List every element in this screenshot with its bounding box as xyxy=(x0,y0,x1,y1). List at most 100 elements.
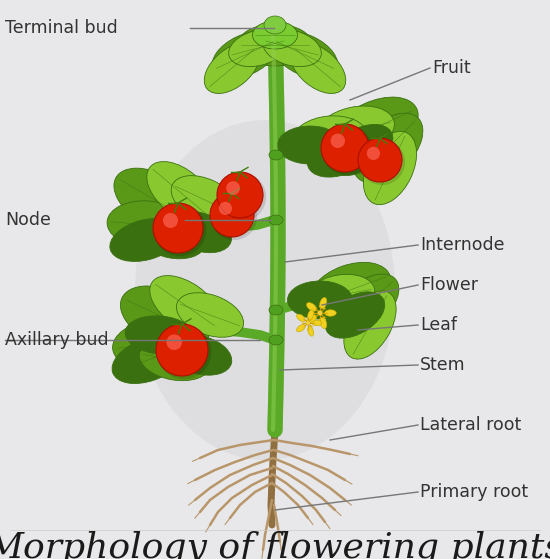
Circle shape xyxy=(324,307,326,309)
Circle shape xyxy=(312,312,315,314)
Circle shape xyxy=(306,321,310,325)
Ellipse shape xyxy=(296,314,305,321)
Circle shape xyxy=(210,193,254,237)
Ellipse shape xyxy=(107,201,189,249)
Ellipse shape xyxy=(331,274,399,336)
Text: Lateral root: Lateral root xyxy=(420,416,521,434)
Circle shape xyxy=(331,134,345,148)
Circle shape xyxy=(313,322,314,324)
Ellipse shape xyxy=(177,293,244,337)
Ellipse shape xyxy=(125,316,195,354)
Ellipse shape xyxy=(269,150,283,160)
Circle shape xyxy=(217,172,263,218)
Text: Internode: Internode xyxy=(420,236,504,254)
Ellipse shape xyxy=(293,116,367,160)
Circle shape xyxy=(304,318,305,320)
Text: Stem: Stem xyxy=(420,356,466,374)
Ellipse shape xyxy=(307,133,373,177)
Ellipse shape xyxy=(168,211,232,253)
Ellipse shape xyxy=(288,281,353,319)
Circle shape xyxy=(324,317,326,319)
Ellipse shape xyxy=(269,215,283,225)
Ellipse shape xyxy=(307,326,314,336)
Circle shape xyxy=(219,202,232,215)
Text: Leaf: Leaf xyxy=(420,316,457,334)
Circle shape xyxy=(319,319,321,320)
Ellipse shape xyxy=(211,194,257,240)
Ellipse shape xyxy=(305,274,375,316)
Ellipse shape xyxy=(312,320,322,326)
Circle shape xyxy=(321,124,369,172)
Ellipse shape xyxy=(324,310,336,316)
Ellipse shape xyxy=(290,42,346,93)
Ellipse shape xyxy=(278,126,343,164)
Ellipse shape xyxy=(306,315,317,324)
Ellipse shape xyxy=(150,276,220,334)
Ellipse shape xyxy=(154,203,206,256)
Circle shape xyxy=(302,322,303,324)
Ellipse shape xyxy=(264,16,286,34)
Ellipse shape xyxy=(252,21,298,49)
Ellipse shape xyxy=(307,310,314,319)
Circle shape xyxy=(367,147,380,160)
Ellipse shape xyxy=(309,262,391,318)
Ellipse shape xyxy=(327,125,393,176)
Ellipse shape xyxy=(344,291,396,359)
Circle shape xyxy=(167,334,182,350)
Circle shape xyxy=(311,318,312,320)
Circle shape xyxy=(156,324,208,376)
Ellipse shape xyxy=(171,176,239,224)
Ellipse shape xyxy=(269,335,283,345)
Text: Flower: Flower xyxy=(420,276,478,294)
Ellipse shape xyxy=(316,106,394,154)
Text: Terminal bud: Terminal bud xyxy=(5,19,118,37)
Text: Primary root: Primary root xyxy=(420,483,528,501)
Ellipse shape xyxy=(110,219,180,262)
Circle shape xyxy=(226,181,240,195)
Ellipse shape xyxy=(147,162,213,222)
Text: Morphology of flowering plants: Morphology of flowering plants xyxy=(0,530,550,559)
Circle shape xyxy=(317,310,323,316)
Circle shape xyxy=(326,312,327,314)
Ellipse shape xyxy=(120,286,210,350)
Ellipse shape xyxy=(139,217,206,259)
Ellipse shape xyxy=(212,32,278,78)
Circle shape xyxy=(163,213,178,228)
Circle shape xyxy=(315,307,316,309)
Ellipse shape xyxy=(204,42,260,93)
Ellipse shape xyxy=(320,318,327,329)
Ellipse shape xyxy=(332,97,418,159)
Ellipse shape xyxy=(113,320,197,370)
Circle shape xyxy=(307,317,309,318)
Ellipse shape xyxy=(139,339,211,381)
Ellipse shape xyxy=(359,139,405,185)
Ellipse shape xyxy=(353,113,423,183)
Ellipse shape xyxy=(238,24,312,66)
Ellipse shape xyxy=(135,120,395,460)
Circle shape xyxy=(358,138,402,182)
Circle shape xyxy=(153,203,203,253)
Circle shape xyxy=(304,326,305,328)
Circle shape xyxy=(315,317,316,319)
Ellipse shape xyxy=(269,305,283,315)
Ellipse shape xyxy=(114,168,196,232)
Ellipse shape xyxy=(296,325,305,332)
Ellipse shape xyxy=(306,302,317,311)
Text: Axillary bud: Axillary bud xyxy=(5,331,109,349)
Ellipse shape xyxy=(157,325,211,380)
Ellipse shape xyxy=(168,335,232,375)
Ellipse shape xyxy=(218,173,266,221)
Ellipse shape xyxy=(322,125,372,175)
Circle shape xyxy=(319,306,321,307)
Ellipse shape xyxy=(112,337,184,383)
Ellipse shape xyxy=(229,30,287,67)
Text: Node: Node xyxy=(5,211,51,229)
Text: Fruit: Fruit xyxy=(432,59,471,77)
Circle shape xyxy=(307,328,309,329)
Circle shape xyxy=(311,326,312,328)
Ellipse shape xyxy=(364,131,416,205)
Ellipse shape xyxy=(263,30,321,67)
Ellipse shape xyxy=(272,32,338,78)
Ellipse shape xyxy=(320,297,327,309)
Ellipse shape xyxy=(325,292,384,338)
